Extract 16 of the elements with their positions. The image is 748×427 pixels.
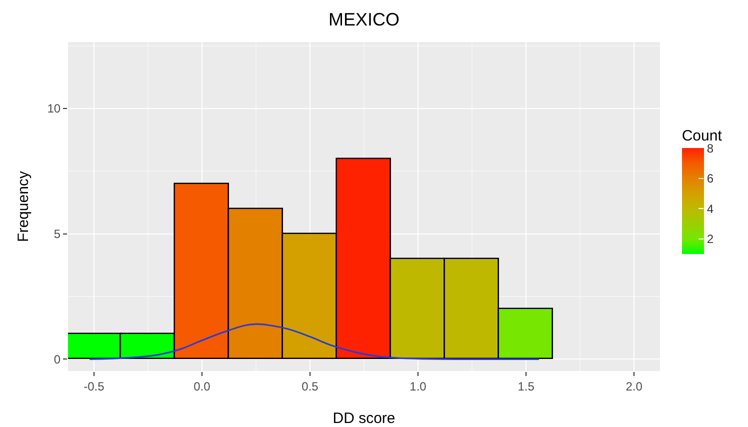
y-tick-label: 10 [47,102,61,116]
x-tick-label: 1.5 [518,379,535,394]
y-axis-title: Frequency [15,170,32,242]
x-tick-label: 2.0 [626,379,643,394]
color-bar-label: 4 [706,202,714,216]
color-bar-label: 6 [706,172,714,186]
line-series [88,323,540,360]
x-tick-label: -0.5 [84,379,105,394]
color-bar-label: 2 [706,232,714,246]
chart-title: MEXICO [328,9,400,30]
x-tick-label: 0.0 [194,379,211,394]
x-tick-label: 1.0 [410,379,427,394]
y-tick-label: 0 [54,352,61,366]
x-axis-title: DD score [332,410,396,427]
x-tick-label: 0.5 [302,379,319,394]
y-tick-label: 5 [54,227,61,242]
